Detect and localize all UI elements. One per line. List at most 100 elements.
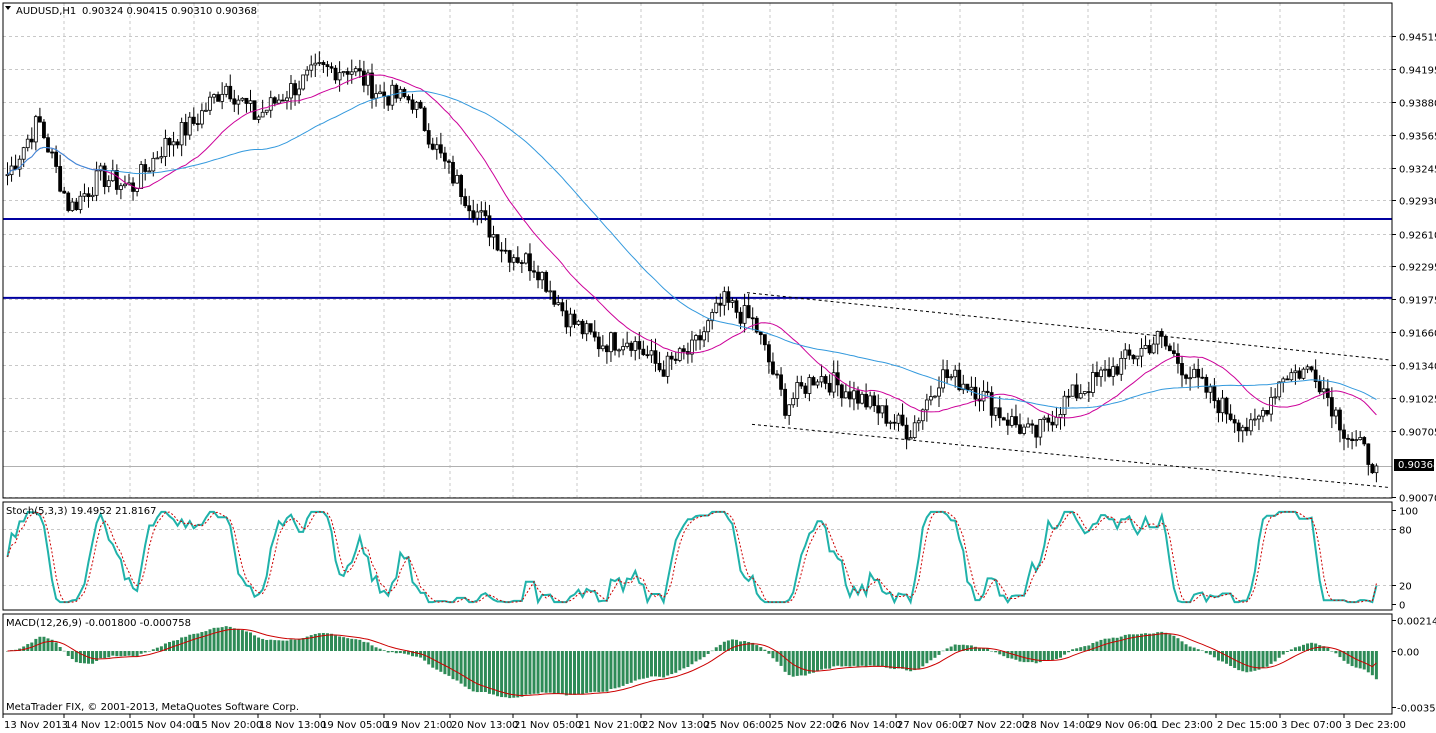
macd-bar (917, 651, 921, 669)
macd-bar (411, 651, 414, 657)
candle (572, 309, 577, 329)
candle (1257, 414, 1261, 431)
macd-bar (820, 651, 824, 670)
macd-bar (1034, 651, 1038, 664)
candle (1184, 373, 1188, 385)
macd-bar (313, 633, 317, 651)
macd-bar (447, 651, 451, 676)
stoch-axis-label: 20 (1399, 582, 1412, 593)
macd-bar (747, 641, 751, 651)
candle (1070, 384, 1075, 397)
macd-bar (265, 639, 269, 651)
macd-bar (1310, 642, 1314, 651)
candle (1066, 388, 1071, 407)
stoch-axis-label: 100 (1399, 507, 1418, 518)
macd-bar (257, 637, 261, 651)
candle (1192, 363, 1197, 379)
candle (256, 114, 261, 124)
macd-bar (301, 638, 305, 651)
macd-bar (1180, 641, 1184, 651)
candle (410, 93, 415, 114)
candle (228, 74, 233, 102)
candle (900, 403, 905, 427)
candle (232, 89, 237, 113)
candle (224, 83, 229, 98)
macd-bar (1087, 645, 1091, 651)
macd-bar (702, 651, 706, 658)
candle (864, 383, 868, 410)
macd-bar (325, 633, 329, 651)
macd-bar (544, 651, 548, 693)
macd-bar (816, 651, 819, 672)
candle (455, 169, 459, 184)
macd-bar (1152, 633, 1156, 651)
macd-axis-label: 0.002147 (1397, 617, 1436, 628)
candle (216, 91, 221, 102)
macd-bar (289, 639, 293, 651)
macd-bar (982, 648, 986, 651)
candle (46, 133, 50, 153)
time-label: 19 Nov 05:00 (321, 720, 388, 731)
macd-bar (172, 640, 176, 651)
macd-bar (1302, 644, 1305, 651)
macd-pane-border (2, 613, 1393, 715)
candle (1046, 413, 1051, 432)
candle (519, 259, 524, 274)
candle (114, 164, 119, 195)
candle (1212, 377, 1217, 409)
macd-bar (1006, 651, 1010, 659)
macd-bar (1196, 649, 1200, 651)
channel-lower-line[interactable] (751, 423, 1391, 489)
horizontal-lines[interactable] (3, 218, 1392, 299)
candle (843, 383, 848, 399)
macd-bar (1119, 636, 1123, 651)
macd-bar (1054, 651, 1058, 659)
macd-bar (666, 651, 670, 676)
stoch-pane[interactable]: 100 80 20 0 Stoch(5,3,3) 19.4952 21.8167 (2, 501, 1418, 612)
candle (661, 360, 666, 377)
macd-bar (123, 651, 127, 657)
macd-bar (273, 640, 277, 651)
macd-bar (224, 626, 228, 651)
macd-bar (366, 642, 370, 651)
current-price-label: 0.90368 (1398, 460, 1436, 471)
candle (884, 399, 889, 427)
macd-bar (358, 639, 362, 651)
macd-bar (1281, 651, 1285, 655)
price-label: 0.91025 (1399, 395, 1436, 406)
candle (848, 380, 852, 408)
candle (548, 280, 553, 300)
macd-pane[interactable]: 0.002147 0.00 -0.003568 MACD(12,26,9) -0.0… (2, 613, 1436, 715)
macd-bar (1237, 651, 1241, 671)
candle (892, 414, 897, 430)
macd-bar (524, 651, 528, 695)
candle (155, 151, 160, 160)
macd-bar (698, 651, 702, 660)
macd-bar (1156, 632, 1160, 651)
time-label: 2 Dec 15:00 (1217, 720, 1278, 731)
candle (248, 89, 253, 112)
candle (933, 395, 937, 398)
trend-channel[interactable] (746, 292, 1391, 489)
macd-bar (824, 651, 828, 669)
candle (609, 331, 613, 362)
candle (42, 119, 46, 140)
candle (1346, 434, 1350, 448)
candle (734, 298, 739, 319)
candle (17, 155, 22, 177)
macd-bar (168, 642, 171, 651)
candle (394, 83, 399, 103)
macd-bar (973, 646, 977, 651)
dropdown-triangle-icon[interactable] (5, 6, 11, 10)
price-label: 0.90070 (1399, 494, 1436, 505)
candle (876, 394, 881, 425)
candle (98, 162, 103, 181)
candle (1078, 384, 1083, 400)
candle (1305, 364, 1310, 374)
macd-bar (1148, 633, 1152, 651)
candle (617, 348, 621, 358)
